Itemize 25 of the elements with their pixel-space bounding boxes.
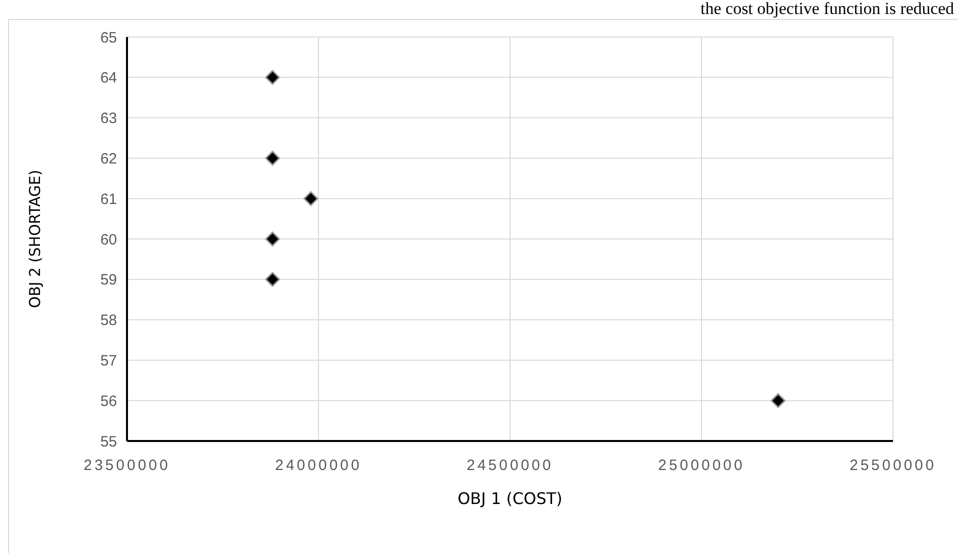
- point: [265, 232, 280, 246]
- y-tick-label: 57: [100, 352, 117, 370]
- y-tick-label: 55: [100, 433, 117, 450]
- point: [265, 150, 280, 166]
- point: [265, 272, 280, 287]
- point: [770, 393, 786, 408]
- point: [303, 191, 318, 206]
- y-tick-label: 61: [100, 190, 117, 208]
- y-tick-label: 65: [100, 29, 117, 46]
- x-tick-label: 25000000: [658, 457, 745, 474]
- y-axis-title: OBJ 2 (SHORTAGE): [26, 170, 44, 308]
- y-tick-label: 63: [100, 110, 117, 128]
- y-tick-label: 58: [100, 312, 117, 330]
- y-tick-label: 56: [100, 392, 117, 410]
- y-tick-label: 64: [100, 70, 117, 87]
- y-tick-label: 60: [100, 231, 117, 248]
- x-tick-label: 23500000: [84, 457, 170, 474]
- x-tick-label: 24500000: [466, 457, 554, 474]
- x-tick-label: 25500000: [850, 457, 936, 474]
- x-axis-title: OBJ 1 (COST): [458, 489, 562, 508]
- y-tick-label: 59: [100, 272, 117, 289]
- x-tick-label: 24000000: [275, 457, 362, 474]
- text: the cost objective function is reduced: [700, 0, 954, 18]
- y-tick-label: 62: [100, 150, 117, 168]
- point: [265, 70, 280, 85]
